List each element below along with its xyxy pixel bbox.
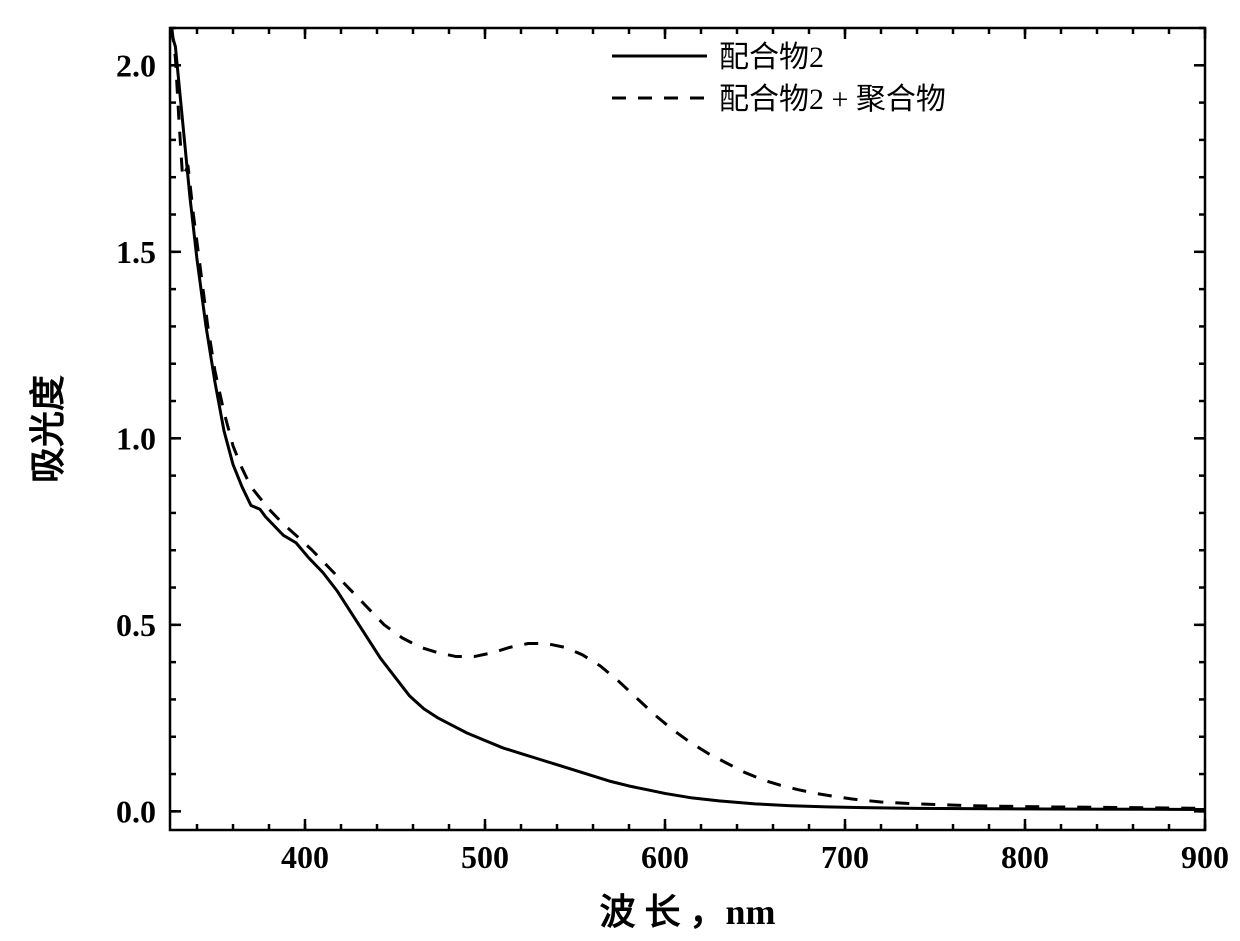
legend-label: 配合物2 — [719, 41, 824, 74]
y-tick-label: 0.0 — [116, 793, 156, 829]
x-tick-label: 500 — [461, 839, 509, 875]
y-tick-label: 0.5 — [116, 607, 156, 643]
x-tick-label: 600 — [641, 839, 689, 875]
legend-label: 配合物2 + 聚合物 — [719, 83, 946, 116]
x-axis-title: 波 长 ，nm — [599, 892, 775, 932]
y-axis-title: 吸光度 — [28, 375, 68, 483]
x-tick-label: 800 — [1001, 839, 1049, 875]
chart-container: 400 500 600 700 800 900 波 长 ，nm 0.0 0.5 1.0 1.5 2.0… — [0, 0, 1240, 941]
absorbance-spectrum-chart: 400 500 600 700 800 900 波 长 ，nm 0.0 0.5 1.0 1.5 2.0… — [0, 0, 1240, 941]
y-tick-label: 2.0 — [116, 47, 156, 83]
y-tick-label: 1.0 — [116, 420, 156, 456]
x-tick-label: 700 — [821, 839, 869, 875]
x-tick-label: 400 — [281, 839, 329, 875]
y-tick-label: 1.5 — [116, 234, 156, 270]
x-tick-label: 900 — [1181, 839, 1229, 875]
